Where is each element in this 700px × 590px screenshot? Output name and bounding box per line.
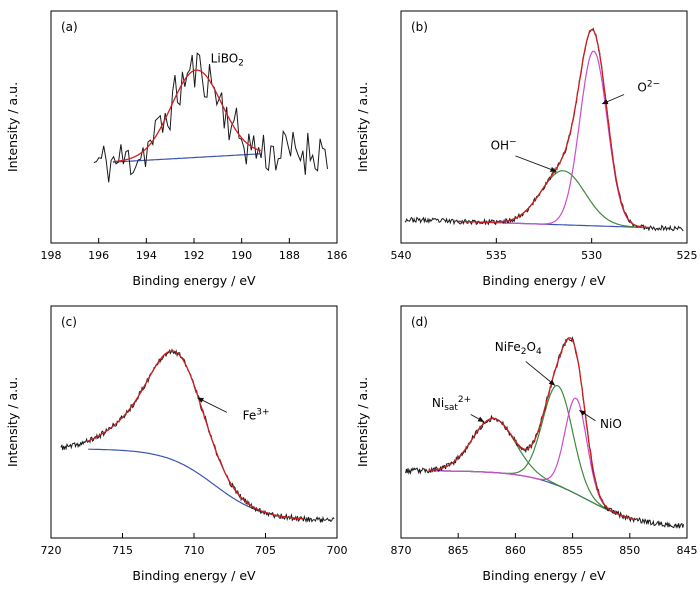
svg-text:855: 855 — [562, 544, 583, 557]
svg-text:(a): (a) — [61, 20, 78, 34]
svg-text:Fe3+: Fe3+ — [243, 407, 270, 422]
svg-text:Intensity / a.u.: Intensity / a.u. — [5, 376, 20, 466]
svg-text:Intensity / a.u.: Intensity / a.u. — [5, 81, 20, 171]
svg-text:860: 860 — [505, 544, 526, 557]
xps-chart-d: 870 865 860 855 850 845 Binding energy / eV Int… — [355, 305, 698, 583]
xps-panel-b: 540 535 530 525 Binding energy / eV Intensity… — [350, 0, 700, 295]
svg-text:O2−: O2− — [637, 79, 660, 94]
svg-text:192: 192 — [184, 249, 205, 262]
svg-text:870: 870 — [391, 544, 412, 557]
svg-text:198: 198 — [41, 249, 62, 262]
svg-text:Binding energy / eV: Binding energy / eV — [482, 273, 606, 288]
svg-text:850: 850 — [619, 544, 640, 557]
svg-text:720: 720 — [41, 544, 62, 557]
svg-text:(c): (c) — [61, 315, 77, 329]
svg-text:NiFe2O4: NiFe2O4 — [495, 340, 542, 357]
svg-text:LiBO2: LiBO2 — [211, 51, 244, 68]
svg-text:186: 186 — [327, 249, 348, 262]
svg-text:Nisat2+: Nisat2+ — [432, 395, 471, 413]
svg-text:190: 190 — [231, 249, 252, 262]
svg-text:530: 530 — [581, 249, 602, 262]
xps-chart-b: 540 535 530 525 Binding energy / eV Intensity… — [355, 10, 698, 288]
svg-text:525: 525 — [677, 249, 698, 262]
svg-text:845: 845 — [677, 544, 698, 557]
xps-panel-c: 720 715 710 705 700 Binding energy / eV Intens… — [0, 295, 350, 590]
xps-chart-a: 198 196 194 192 190 188 186 Binding energy / eV… — [5, 10, 348, 288]
svg-text:Binding energy / eV: Binding energy / eV — [132, 273, 256, 288]
svg-text:196: 196 — [88, 249, 109, 262]
svg-text:710: 710 — [184, 544, 205, 557]
svg-text:540: 540 — [391, 249, 412, 262]
svg-text:NiO: NiO — [600, 417, 622, 431]
svg-text:715: 715 — [112, 544, 133, 557]
svg-text:(b): (b) — [411, 20, 428, 34]
svg-text:Intensity / a.u.: Intensity / a.u. — [355, 376, 370, 466]
xps-panel-d: 870 865 860 855 850 845 Binding energy / eV Int… — [350, 295, 700, 590]
xps-chart-c: 720 715 710 705 700 Binding energy / eV Intens… — [5, 305, 348, 583]
svg-text:535: 535 — [486, 249, 507, 262]
svg-text:Intensity / a.u.: Intensity / a.u. — [355, 81, 370, 171]
svg-text:(d): (d) — [411, 315, 428, 329]
svg-text:Binding energy / eV: Binding energy / eV — [482, 568, 606, 583]
svg-text:188: 188 — [279, 249, 300, 262]
svg-text:865: 865 — [448, 544, 469, 557]
svg-text:194: 194 — [136, 249, 157, 262]
svg-text:OH−: OH− — [491, 137, 517, 152]
xps-panel-a: 198 196 194 192 190 188 186 Binding energy / eV… — [0, 0, 350, 295]
svg-text:700: 700 — [327, 544, 348, 557]
svg-text:Binding energy / eV: Binding energy / eV — [132, 568, 256, 583]
svg-text:705: 705 — [255, 544, 276, 557]
